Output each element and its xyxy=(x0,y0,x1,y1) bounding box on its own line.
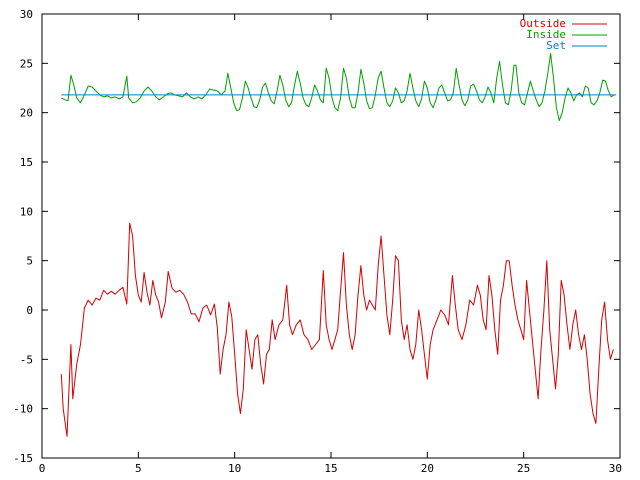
series-line-inside xyxy=(61,53,615,122)
y-tick-label: -15 xyxy=(13,452,33,465)
x-tick-label: 30 xyxy=(609,462,622,475)
x-tick-label: 15 xyxy=(324,462,337,475)
ticks-layer: -15 -10 -5 0 5 10 15 20 25 30 0 5 10 15 20 25 30 xyxy=(13,8,622,475)
y-tick-label: -5 xyxy=(20,353,33,366)
y-tick-label: 20 xyxy=(20,107,33,120)
y-tick-label: 30 xyxy=(20,8,33,21)
x-tick-label: 0 xyxy=(39,462,46,475)
series-layer xyxy=(60,53,617,437)
y-tick-label: 0 xyxy=(26,304,33,317)
x-tick-label: 20 xyxy=(421,462,434,475)
x-tick-label: 10 xyxy=(228,462,241,475)
x-tick-label: 25 xyxy=(517,462,530,475)
legend-label-set: Set xyxy=(546,39,566,52)
y-tick-label: 5 xyxy=(26,255,33,268)
x-tick-label: 5 xyxy=(135,462,142,475)
legend-label-outside: Outside xyxy=(520,17,566,30)
y-tick-label: -10 xyxy=(13,403,33,416)
y-tick-label: 10 xyxy=(20,205,33,218)
legend-label-inside: Inside xyxy=(526,28,566,41)
y-tick-label: 25 xyxy=(20,57,33,70)
y-tick-label: 15 xyxy=(20,156,33,169)
plot-frame xyxy=(41,13,621,459)
series-line-outside xyxy=(60,222,614,437)
